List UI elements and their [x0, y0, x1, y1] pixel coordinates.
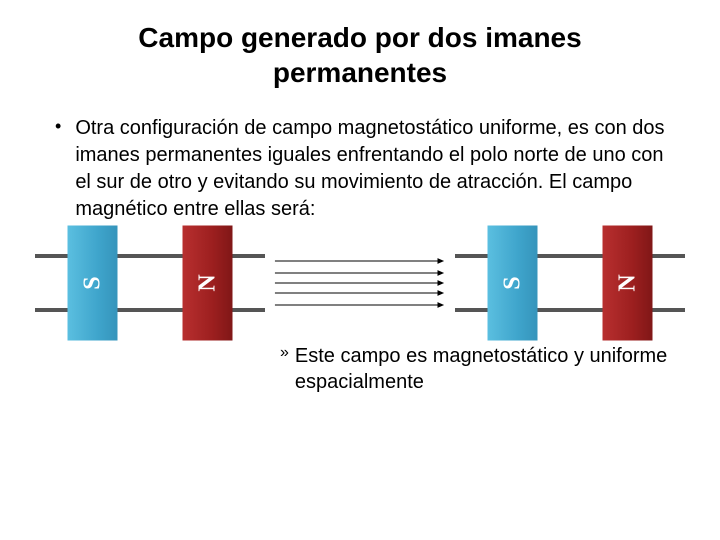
- sub-bullet-marker: »: [280, 343, 289, 364]
- magnets-diagram: S N S N: [30, 253, 690, 313]
- main-bullet: • Otra configuración de campo magnetostá…: [30, 115, 690, 223]
- pole-s-left: S: [68, 226, 118, 341]
- magnet-left: S N: [35, 254, 265, 312]
- sub-bullet: » Este campo es magnetostático y uniform…: [30, 343, 690, 395]
- magnet-right: S N: [455, 254, 685, 312]
- bullet-marker: •: [55, 115, 61, 138]
- field-lines: [273, 253, 447, 313]
- pole-n-left: N: [183, 226, 233, 341]
- bullet-text: Otra configuración de campo magnetostáti…: [75, 115, 690, 223]
- sub-bullet-text: Este campo es magnetostático y uniforme …: [295, 343, 690, 395]
- pole-s-right: S: [488, 226, 538, 341]
- slide-title: Campo generado por dos imanes permanente…: [30, 20, 690, 90]
- pole-n-right: N: [603, 226, 653, 341]
